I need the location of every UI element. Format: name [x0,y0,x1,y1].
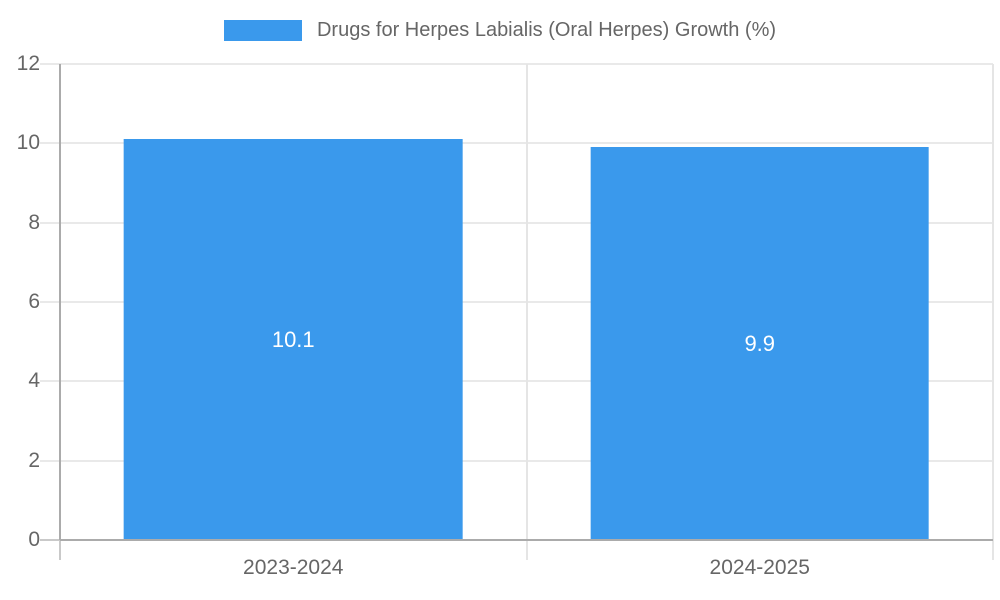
x-axis-category-label: 2024-2025 [709,556,810,579]
y-axis-tick-label: 2 [28,448,40,472]
bar-value-label: 9.9 [744,330,776,356]
y-gridline [40,63,993,65]
y-axis-line [59,64,61,540]
x-tick-mark [59,540,61,560]
x-axis-category-label: 2023-2024 [243,556,344,579]
x-gridline [992,64,994,540]
bar-value-label: 10.1 [271,326,315,352]
y-axis-tick-label: 12 [16,52,40,75]
category-cell: 9.9 [527,64,994,540]
y-axis-tick-label: 4 [28,369,40,393]
x-tick-mark [992,540,994,560]
y-axis-labels: 0 2 4 6 8 10 12 [0,52,40,551]
bars-container: 10.1 9.9 [60,64,993,540]
y-gridline [40,142,993,145]
bar[interactable]: 9.9 [590,147,930,540]
x-axis-line [60,539,993,541]
y-axis-tick-label: 0 [28,528,40,551]
plot-area: 10.1 9.9 [40,63,994,560]
y-gridline [40,301,993,303]
y-gridline [40,459,993,462]
x-gridline [525,64,528,540]
category-cell: 10.1 [60,64,527,540]
y-tick-mark [40,539,60,541]
legend-item[interactable]: Drugs for Herpes Labialis (Oral Herpes) … [223,18,777,42]
y-gridline [40,221,993,224]
x-axis-labels: 2023-2024 2024-2025 [60,556,993,580]
x-tick-mark [525,540,528,560]
legend-swatch-icon [223,19,302,41]
y-axis-tick-label: 6 [28,290,40,313]
legend-label: Drugs for Herpes Labialis (Oral Herpes) … [316,18,777,41]
legend: Drugs for Herpes Labialis (Oral Herpes) … [0,15,1000,45]
y-axis-tick-label: 10 [16,131,40,155]
y-gridline [40,380,993,383]
y-axis-tick-label: 8 [28,210,40,234]
bar[interactable]: 10.1 [123,139,463,540]
